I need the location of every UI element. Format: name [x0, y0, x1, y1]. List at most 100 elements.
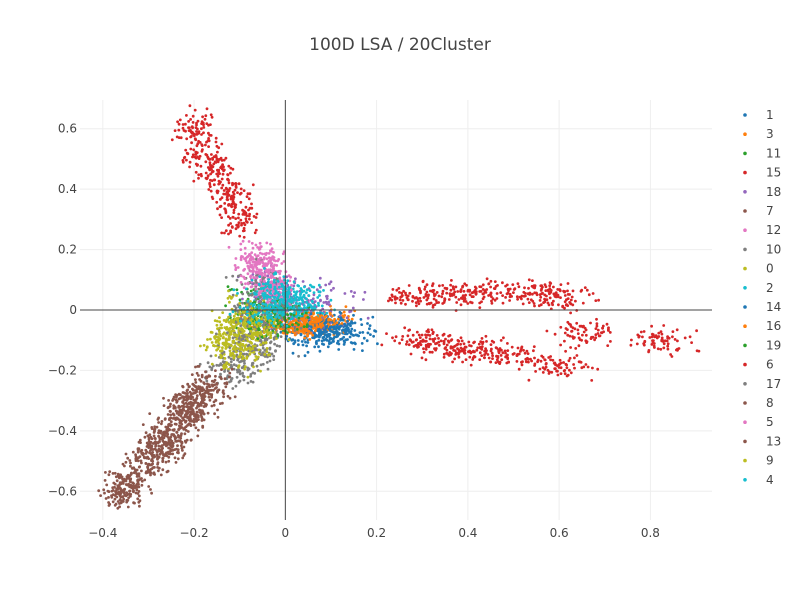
x-tick-label: −0.4 — [88, 526, 117, 540]
data-point — [182, 445, 186, 449]
data-point — [501, 294, 504, 297]
data-point — [353, 341, 356, 345]
data-point — [585, 340, 589, 344]
legend-item[interactable]: 2 — [743, 281, 774, 295]
data-point — [211, 384, 215, 388]
legend-item[interactable]: 0 — [743, 262, 774, 276]
data-point — [515, 295, 519, 299]
data-point — [239, 187, 243, 191]
data-point — [229, 357, 233, 361]
data-point — [254, 243, 258, 247]
data-point — [189, 394, 193, 398]
data-point — [460, 339, 464, 343]
data-point — [553, 332, 557, 336]
data-point — [197, 130, 201, 134]
data-point — [260, 306, 264, 309]
legend-item[interactable]: 14 — [743, 300, 781, 314]
data-point — [272, 358, 276, 361]
data-point — [161, 437, 164, 441]
data-point — [327, 339, 331, 343]
data-point — [196, 163, 200, 167]
data-point — [673, 338, 677, 341]
data-point — [298, 321, 302, 325]
data-point — [208, 183, 212, 186]
legend-item[interactable]: 19 — [743, 338, 781, 352]
data-point — [261, 346, 265, 350]
data-point — [132, 466, 136, 470]
data-point — [172, 395, 176, 399]
data-point — [390, 293, 394, 297]
data-point — [241, 229, 245, 233]
data-point — [177, 427, 181, 431]
data-point — [287, 316, 291, 320]
data-point — [263, 315, 267, 319]
data-point — [175, 439, 179, 443]
data-point — [597, 334, 601, 338]
y-tick-label: 0 — [69, 303, 77, 317]
data-point — [535, 293, 539, 297]
data-point — [223, 342, 227, 346]
data-point — [573, 356, 576, 360]
legend-item[interactable]: 11 — [743, 146, 781, 160]
data-point — [481, 342, 484, 346]
legend-label: 6 — [766, 358, 774, 372]
data-point — [402, 289, 405, 293]
legend-item[interactable]: 6 — [743, 358, 774, 372]
data-point — [221, 172, 225, 176]
data-point — [471, 295, 475, 298]
data-point — [198, 378, 202, 381]
legend-item[interactable]: 16 — [743, 319, 781, 333]
data-point — [302, 289, 306, 293]
data-point — [259, 245, 263, 249]
data-point — [489, 349, 493, 353]
legend-item[interactable]: 12 — [743, 223, 781, 237]
legend-item[interactable]: 1 — [743, 108, 774, 122]
data-point — [234, 266, 238, 270]
data-point — [350, 327, 354, 331]
data-point — [253, 300, 256, 304]
data-point — [129, 473, 133, 476]
data-point — [406, 334, 410, 338]
legend-item[interactable]: 15 — [743, 166, 781, 180]
data-point — [229, 330, 233, 334]
data-point — [435, 291, 439, 294]
data-point — [141, 423, 145, 426]
data-point — [469, 344, 473, 348]
legend-marker — [743, 286, 747, 290]
data-point — [231, 167, 235, 171]
data-point — [228, 312, 232, 316]
data-point — [249, 258, 253, 262]
data-point — [214, 398, 218, 402]
data-point — [256, 333, 259, 336]
data-point — [248, 321, 252, 325]
data-point — [259, 330, 263, 334]
legend-item[interactable]: 3 — [743, 127, 774, 141]
data-point — [161, 457, 165, 460]
data-point — [287, 338, 291, 341]
data-point — [303, 336, 307, 340]
legend-label: 10 — [766, 242, 781, 256]
data-point — [464, 345, 468, 349]
data-point — [652, 344, 656, 348]
data-point — [411, 340, 415, 344]
data-point — [325, 330, 328, 334]
data-point — [478, 351, 482, 355]
data-point — [254, 287, 258, 290]
data-point — [218, 330, 221, 333]
data-point — [260, 271, 264, 275]
legend-item[interactable]: 7 — [743, 204, 774, 218]
data-point — [167, 399, 171, 402]
legend-item[interactable]: 10 — [743, 242, 781, 256]
legend-item[interactable]: 17 — [743, 377, 781, 391]
data-point — [177, 406, 181, 409]
legend-item[interactable]: 18 — [743, 185, 781, 199]
data-point — [246, 299, 250, 303]
data-point — [247, 327, 251, 331]
data-point — [233, 347, 237, 351]
data-point — [143, 456, 147, 460]
data-point — [229, 222, 233, 225]
data-point — [594, 336, 598, 340]
data-point — [563, 290, 567, 293]
data-point — [288, 286, 292, 289]
x-tick-label: −0.2 — [180, 526, 209, 540]
